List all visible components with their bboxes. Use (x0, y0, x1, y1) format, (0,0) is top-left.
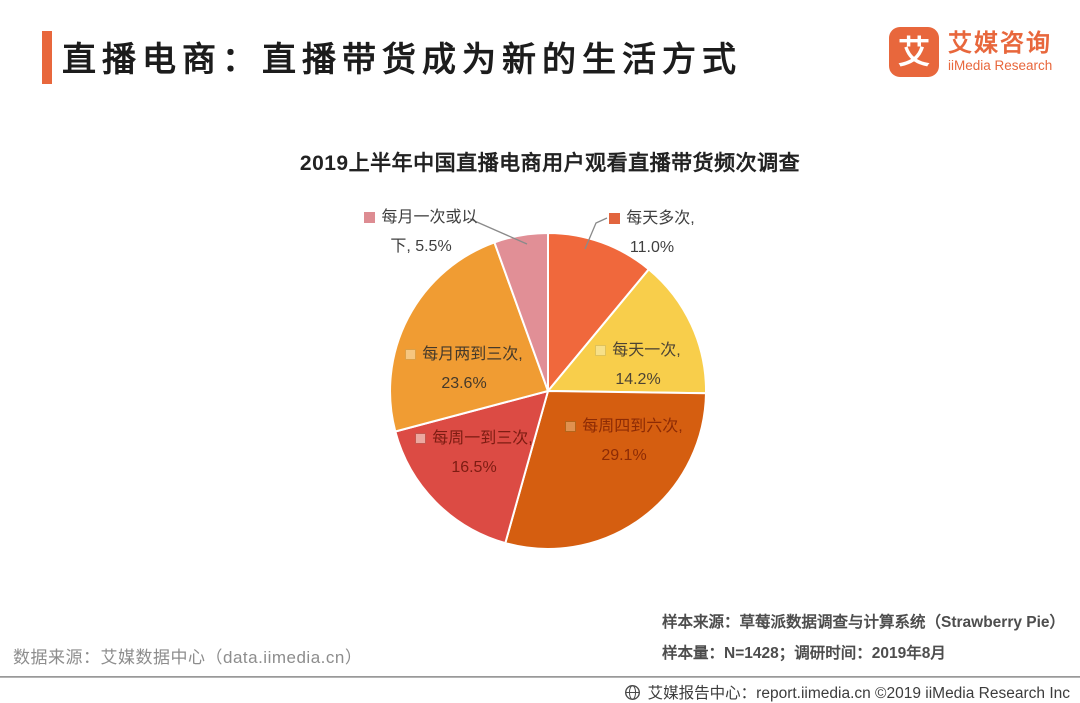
pie-label-text: 每天多次, 11.0% (626, 210, 695, 256)
pie-label-daily-once: 每天一次, 14.2% (584, 336, 692, 394)
pie-slice-4 (389, 241, 549, 433)
logo-wordmark: 艾媒咨询 iiMedia Research (948, 27, 1052, 74)
footer-divider (0, 676, 1080, 678)
pie-label-weekly-1-3: 每周一到三次, 16.5% (396, 424, 552, 482)
sample-info-note: 样本量：N=1428；调研时间：2019年8月 (662, 645, 946, 662)
pie-label-text: 每周一到三次, 16.5% (432, 430, 533, 476)
legend-square-icon (609, 213, 621, 224)
sample-source-note: 样本来源：草莓派数据调查与计算系统（Strawberry Pie） (662, 614, 1066, 631)
logo-name-en: iiMedia Research (948, 58, 1053, 73)
pie-slice-0 (547, 232, 650, 392)
leader-line-monthly-once-or-less (469, 218, 528, 245)
iimedia-logo-icon: 艾 (889, 27, 939, 77)
legend-square-icon (415, 433, 427, 444)
pie-slice-3 (394, 390, 549, 545)
pie-label-monthly-once-or-less: 每月一次或以下, 5.5% (358, 203, 484, 261)
leader-line-daily-multiple (584, 217, 608, 250)
pie-label-text: 每天一次, 14.2% (612, 342, 681, 388)
pie-slice-2 (504, 390, 707, 550)
logo-name-cn: 艾媒咨询 (948, 30, 1052, 57)
pie-slice-1 (547, 268, 708, 395)
legend-square-icon (565, 421, 577, 432)
legend-square-icon (405, 349, 417, 360)
pie-label-text: 每月一次或以下, 5.5% (381, 209, 478, 255)
pie-slice-5 (493, 232, 549, 392)
leader-lines-group (469, 217, 608, 250)
page-title: 直播电商：直播带货成为新的生活方式 (62, 41, 742, 79)
pie-label-text: 每月两到三次, 23.6% (422, 346, 523, 392)
globe-icon (624, 684, 640, 700)
pie-label-monthly-2-3: 每月两到三次, 23.6% (386, 340, 542, 398)
legend-square-icon (595, 345, 607, 356)
title-accent-bar (42, 31, 52, 84)
iimedia-logo: 艾 艾媒咨询 iiMedia Research (889, 27, 1052, 77)
pie-slices-group (389, 232, 708, 550)
footer-text: 艾媒报告中心：report.iimedia.cn ©2019 iiMedia R… (647, 685, 1070, 702)
pie-label-weekly-4-6: 每周四到六次, 29.1% (546, 412, 702, 470)
footer: 艾媒报告中心：report.iimedia.cn ©2019 iiMedia R… (624, 681, 1070, 703)
pie-label-daily-multiple: 每天多次, 11.0% (598, 204, 706, 262)
data-source-note: 数据来源：艾媒数据中心（data.iimedia.cn） (13, 648, 363, 667)
legend-square-icon (364, 212, 376, 223)
logo-glyph: 艾 (897, 34, 930, 70)
pie-label-text: 每周四到六次, 29.1% (582, 418, 683, 464)
sample-notes: 样本来源：草莓派数据调查与计算系统（Strawberry Pie） 样本量：N=… (662, 610, 1072, 663)
chart-title: 2019上半年中国直播电商用户观看直播带货频次调查 (299, 152, 801, 175)
